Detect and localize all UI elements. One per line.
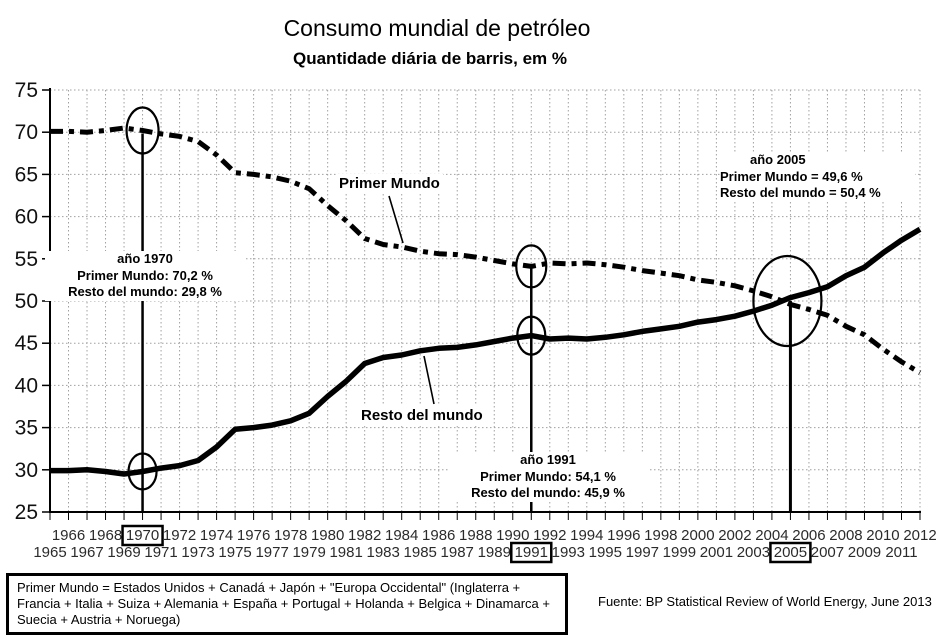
x-year-label: 2001 (700, 544, 733, 561)
year-label-box (121, 524, 164, 547)
x-year-label: 1998 (644, 527, 677, 544)
y-tick-label: 25 (15, 501, 38, 524)
definition-line-3: Suecia + Austria + Noruega) (17, 612, 181, 627)
x-year-label: 2004 (755, 527, 788, 544)
x-year-label: 1989 (478, 544, 511, 561)
annotation-1991-resto: Resto del mundo: 45,9 % (471, 485, 625, 500)
x-year-label: 1977 (255, 544, 288, 561)
x-year-label: 1990 (496, 527, 529, 544)
x-year-label: 1974 (200, 527, 233, 544)
x-year-label: 1975 (218, 544, 251, 561)
x-year-label: 1978 (274, 527, 307, 544)
x-year-label: 1972 (163, 527, 196, 544)
highlight-circle-2005-crossing (752, 254, 823, 348)
series-label-resto-del-mundo: Resto del mundo (358, 406, 486, 425)
x-year-label: 2010 (866, 527, 899, 544)
y-tick-label: 30 (15, 459, 38, 482)
x-year-label: 1996 (607, 527, 640, 544)
x-year-label: 1993 (552, 544, 585, 561)
y-tick-label: 40 (15, 374, 38, 397)
primer-mundo-definition-box: Primer Mundo = Estados Unidos + Canadá +… (6, 573, 568, 635)
x-year-label: 1994 (570, 527, 603, 544)
x-year-label: 2012 (903, 527, 936, 544)
primer-mundo-series-line (50, 125, 922, 375)
x-year-label: 2011 (885, 544, 917, 561)
y-tick-label: 60 (15, 206, 38, 229)
pointer-line-primer-mundo (388, 195, 404, 244)
source-note: Fuente: BP Statistical Review of World E… (598, 594, 932, 609)
x-year-label: 1968 (89, 527, 122, 544)
x-year-label: 1988 (459, 527, 492, 544)
x-year-label: 1997 (626, 544, 659, 561)
x-year-label: 1991 (515, 544, 548, 561)
year-label-box (510, 541, 553, 564)
annotation-1991-primer: Primer Mundo: 54,1 % (480, 468, 616, 484)
x-year-label: 1979 (292, 544, 325, 561)
pointer-line-resto-del-mundo (423, 355, 435, 405)
x-year-label: 1985 (404, 544, 437, 561)
annotation-1991-year: año 1991 (520, 452, 576, 467)
page-title: Consumo mundial de petróleo (283, 15, 591, 41)
x-year-label: 1971 (144, 544, 177, 561)
y-tick-label: 75 (15, 79, 38, 102)
definition-line-2: Francia + Italia + Suiza + Alemania + Es… (17, 596, 550, 611)
x-year-label: 1984 (385, 527, 418, 544)
x-year-label: 2005 (774, 544, 807, 561)
x-year-label: 1981 (329, 544, 362, 561)
year-label-box (769, 541, 812, 564)
x-year-label: 1982 (348, 527, 381, 544)
definition-line-1: Primer Mundo = Estados Unidos + Canadá +… (17, 580, 521, 595)
x-year-label: 1983 (367, 544, 400, 561)
y-tick-label: 50 (15, 290, 38, 313)
x-year-label: 2003 (737, 544, 770, 561)
resto-del-mundo-series-line (50, 226, 922, 477)
annotation-2005-year: año 2005 (750, 152, 806, 167)
annotation-1970-primer: Primer Mundo: 70,2 % (77, 267, 213, 283)
x-year-label: 1965 (33, 544, 66, 561)
page-subtitle: Quantidade diária de barris, em % (293, 49, 567, 68)
x-year-label: 1969 (107, 544, 140, 561)
x-year-label: 1976 (237, 527, 270, 544)
y-tick-label: 45 (15, 332, 38, 355)
x-year-label: 1966 (52, 527, 85, 544)
y-tick-label: 55 (15, 248, 38, 271)
x-year-label: 2009 (848, 544, 881, 561)
x-year-label: 1973 (181, 544, 214, 561)
y-tick-label: 70 (15, 121, 38, 144)
annotation-2005: año 2005 Primer Mundo = 49,6 % Resto del… (720, 152, 915, 202)
annotation-1970-year: año 1970 (117, 251, 173, 266)
x-year-label: 1967 (70, 544, 103, 561)
x-year-label: 2007 (811, 544, 844, 561)
series-label-primer-mundo: Primer Mundo (336, 174, 443, 193)
x-year-label: 1970 (126, 527, 159, 544)
x-year-label: 1992 (533, 527, 566, 544)
x-year-label: 2006 (792, 527, 825, 544)
x-year-label: 2002 (718, 527, 751, 544)
x-year-label: 1999 (663, 544, 696, 561)
x-year-label: 1987 (441, 544, 474, 561)
y-tick-label: 35 (15, 417, 38, 440)
x-year-label: 1980 (311, 527, 344, 544)
x-year-label: 1986 (422, 527, 455, 544)
y-tick-label: 65 (15, 163, 38, 186)
annotation-1970-resto: Resto del mundo: 29,8 % (68, 284, 222, 299)
annotation-1991: año 1991 Primer Mundo: 54,1 % Resto del … (448, 452, 648, 502)
x-year-label: 1995 (589, 544, 622, 561)
x-year-label: 2000 (681, 527, 714, 544)
annotation-2005-resto: Resto del mundo = 50,4 % (720, 185, 881, 200)
annotation-1970: año 1970 Primer Mundo: 70,2 % Resto del … (45, 251, 245, 301)
annotation-2005-primer: Primer Mundo = 49,6 % (720, 168, 863, 184)
x-year-label: 2008 (829, 527, 862, 544)
